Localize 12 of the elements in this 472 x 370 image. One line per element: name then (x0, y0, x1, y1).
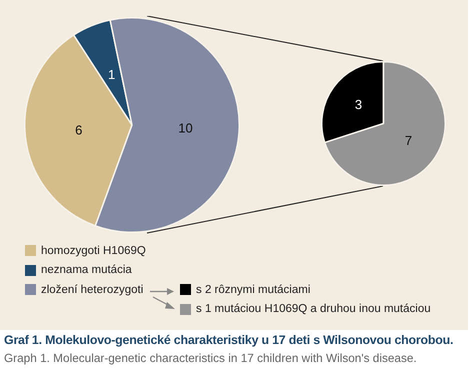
legend-label: s 1 mutáciou H1069Q a druhou inou mutáciou (196, 303, 431, 316)
legend-label: neznama mutácia (41, 264, 132, 276)
legend-label: zložení heterozygoti (41, 284, 144, 296)
data-label: 6 (75, 122, 82, 138)
text: Graf 1. Molekulovo-genetické charakteristiky u 17 deti s Wilsonovou chorobou. (4, 333, 454, 347)
legend-label: s 2 rôznymi mutáciami (196, 284, 310, 296)
data-label: 1 (108, 66, 116, 82)
data-label: 3 (354, 96, 362, 112)
text: Graph 1. Molecular-genetic characteristics in 17 children with Wilson's disease. (4, 351, 417, 365)
data-label: 7 (404, 133, 412, 148)
legend-label: homozygoti H1069Q (41, 244, 146, 257)
data-label: 10 (178, 120, 193, 136)
